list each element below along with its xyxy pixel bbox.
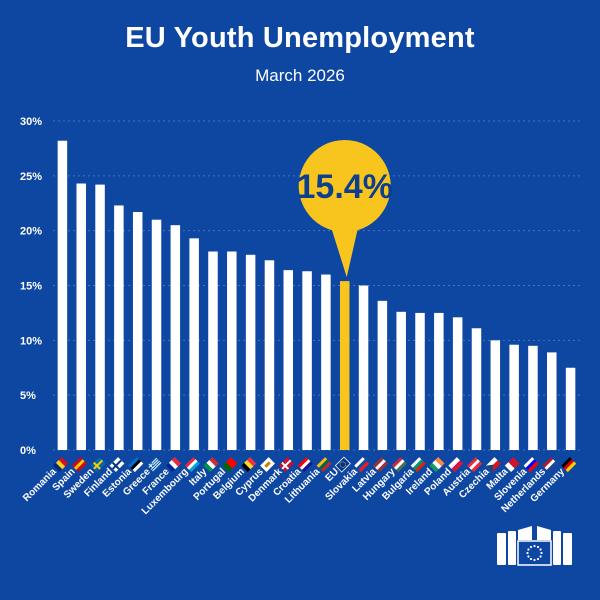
bar <box>377 300 388 450</box>
bar <box>547 352 557 450</box>
y-tick-label: 30% <box>20 116 42 128</box>
callout-bubble <box>298 140 391 278</box>
bar <box>57 140 68 451</box>
bar <box>151 219 162 450</box>
bar <box>509 344 519 450</box>
flag-icon <box>260 457 275 473</box>
flag-icon <box>297 457 313 473</box>
flag-icon <box>561 457 577 473</box>
flag-icon <box>184 457 200 473</box>
bar <box>170 225 181 450</box>
bar <box>528 345 538 450</box>
flag-icon <box>90 457 106 473</box>
bar <box>358 285 369 450</box>
flag-icon <box>354 457 370 473</box>
flag-icon <box>391 457 407 473</box>
bar <box>490 340 501 450</box>
bar <box>245 254 256 450</box>
flag-icon <box>504 457 520 473</box>
bar <box>302 271 312 450</box>
bar <box>189 238 199 450</box>
bar <box>76 183 86 450</box>
flag-icon <box>109 457 125 473</box>
flag-icon <box>410 457 426 473</box>
y-tick-label: 10% <box>20 335 42 347</box>
chart-title: EU Youth Unemployment <box>125 22 475 54</box>
flag-icon <box>203 457 219 473</box>
callout-value-label: 15.4% <box>297 168 393 206</box>
bar <box>452 317 463 450</box>
eu-callout: 15.4% <box>297 140 393 278</box>
flag-icon <box>222 457 238 473</box>
flag-icon <box>241 457 257 473</box>
bar <box>565 367 576 450</box>
flag-icon <box>166 457 182 473</box>
bar <box>415 312 425 450</box>
flag-icon <box>316 457 332 473</box>
flag-icon <box>147 457 163 473</box>
bar <box>283 270 294 450</box>
flag-icon <box>429 457 445 473</box>
flag-icon <box>467 457 483 473</box>
bar <box>396 311 406 450</box>
y-tick-label: 0% <box>20 445 36 457</box>
bar <box>471 328 482 450</box>
eu-stars-icon <box>526 544 543 562</box>
y-tick-label: 20% <box>20 226 42 238</box>
flag-icon <box>373 457 389 473</box>
flag-icon <box>53 457 69 473</box>
y-tick-label: 15% <box>20 281 42 293</box>
bar <box>434 312 444 450</box>
bar <box>132 212 143 450</box>
ec-building-icon <box>497 526 572 566</box>
bar-eu-highlight <box>339 281 350 450</box>
flag-icon <box>278 457 294 473</box>
bar <box>321 274 331 450</box>
bar <box>114 205 124 450</box>
y-axis-ticks: 0% 5% 10% 15% 20% 25% 30% <box>20 116 42 457</box>
flag-icon <box>542 457 558 473</box>
flag-icon <box>523 457 539 473</box>
flag-icon <box>334 456 351 473</box>
y-tick-label: 25% <box>20 171 42 183</box>
bars <box>57 140 576 451</box>
y-tick-label: 5% <box>20 390 36 402</box>
flag-icon <box>71 457 87 473</box>
bar <box>208 251 218 450</box>
flag-icon <box>448 457 464 473</box>
flag-icon <box>128 457 144 473</box>
chart-subtitle: March 2026 <box>255 66 345 85</box>
bar <box>227 251 237 450</box>
flag-icon <box>485 457 501 473</box>
bar <box>95 184 105 450</box>
bar <box>264 260 275 450</box>
